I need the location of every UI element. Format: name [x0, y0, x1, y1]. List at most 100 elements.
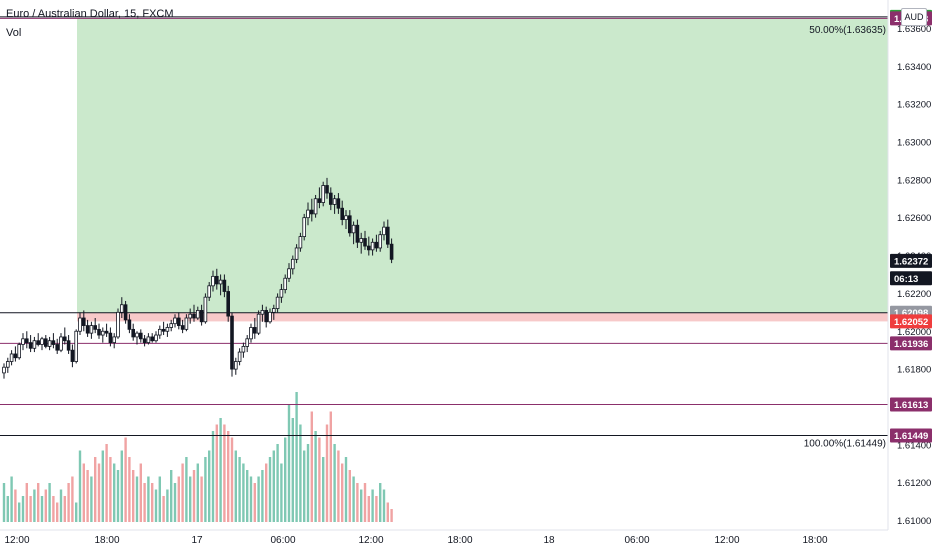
volume-bar: [310, 411, 313, 522]
volume-bar: [284, 437, 287, 522]
candle-down: [131, 328, 136, 338]
volume-bar: [44, 489, 47, 522]
volume-bar: [162, 496, 165, 522]
candle-down: [192, 313, 196, 319]
price-badge-label: 06:13: [894, 274, 918, 285]
candle-down: [24, 338, 29, 344]
candle-up: [21, 338, 25, 345]
volume-bar: [333, 444, 336, 522]
candle-up: [9, 353, 14, 362]
volume-bar: [325, 424, 329, 522]
candle-down: [51, 340, 56, 345]
volume-bar: [21, 496, 25, 522]
candle-down: [230, 315, 234, 370]
candle-up: [146, 336, 151, 344]
volume-bar: [265, 463, 268, 522]
volume-bar: [151, 483, 154, 522]
target-zone: [77, 18, 888, 313]
volume-bar: [192, 470, 196, 522]
candle-up: [283, 277, 287, 291]
volume-bar: [33, 489, 36, 522]
price-tick-label: 1.63200: [897, 100, 931, 111]
candle-down: [336, 198, 341, 209]
candle-up: [302, 217, 306, 238]
volume-bar: [37, 483, 40, 522]
candle-down: [142, 338, 147, 344]
candle-up: [382, 226, 386, 236]
volume-bar: [147, 476, 150, 522]
candle-down: [97, 328, 101, 336]
candle-up: [59, 336, 63, 351]
volume-bar: [181, 463, 184, 522]
volume-bar: [40, 496, 44, 522]
candle-up: [271, 308, 276, 313]
volume-bar: [272, 450, 275, 522]
volume-bar: [52, 496, 55, 522]
candle-down: [325, 185, 329, 194]
candle-down: [138, 332, 143, 340]
candle-up: [6, 361, 10, 368]
candle-down: [226, 291, 231, 317]
volume-bar: [105, 444, 108, 522]
candle-up: [173, 317, 177, 325]
candle-up: [359, 238, 363, 243]
volume-bar: [143, 483, 146, 522]
candle-down: [55, 344, 59, 351]
candle-up: [40, 338, 44, 345]
price-tick-label: 1.61000: [897, 516, 931, 527]
price-tick-label: 1.63000: [897, 137, 931, 148]
candle-up: [218, 279, 223, 285]
volume-bar: [261, 470, 264, 522]
price-tick-label: 1.62000: [897, 327, 931, 338]
volume-bar: [352, 476, 355, 522]
candle-up: [78, 317, 82, 332]
candle-up: [2, 366, 6, 374]
time-tick-label: 17: [191, 535, 203, 546]
candle-down: [85, 325, 90, 334]
candle-up: [157, 328, 162, 336]
volume-indicator-label[interactable]: Vol: [6, 27, 22, 39]
volume-bar: [94, 457, 97, 522]
price-badge-label: 1.62098: [894, 308, 928, 319]
candle-down: [340, 207, 344, 220]
volume-bar: [249, 476, 253, 522]
candle-down: [363, 238, 367, 247]
volume-bar: [329, 411, 332, 522]
currency-button[interactable]: AUD: [901, 8, 927, 26]
volume-bar: [344, 457, 348, 522]
price-tick-label: 1.62200: [897, 289, 931, 300]
time-tick-label: 12:00: [4, 535, 29, 546]
volume-bar: [348, 470, 351, 522]
volume-bar: [18, 502, 21, 522]
candle-down: [222, 279, 227, 292]
time-tick-label: 18:00: [802, 535, 827, 546]
candle-up: [195, 310, 200, 319]
candle-down: [93, 325, 98, 330]
volume-bar: [132, 470, 135, 522]
candle-up: [241, 345, 246, 353]
price-badge-label: 1.61936: [894, 339, 928, 350]
candle-up: [203, 296, 208, 323]
candle-up: [207, 285, 212, 298]
volume-bar: [367, 496, 370, 522]
volume-bar: [86, 470, 89, 522]
volume-bar: [337, 450, 340, 522]
candle-up: [378, 234, 382, 249]
candle-up: [275, 296, 280, 309]
candle-up: [184, 317, 189, 330]
volume-bar: [48, 483, 51, 522]
volume-bar: [124, 437, 127, 522]
volume-bar: [170, 470, 173, 522]
volume-bar: [78, 450, 82, 522]
candle-down: [317, 198, 322, 203]
candle-up: [260, 310, 265, 315]
volume-bar: [299, 424, 302, 522]
candle-down: [264, 310, 268, 323]
candle-up: [351, 224, 356, 234]
candle-down: [176, 317, 181, 326]
volume-bar: [390, 509, 393, 522]
volume-bar: [109, 457, 112, 522]
candle-up: [89, 325, 94, 334]
volume-bar: [314, 431, 317, 522]
